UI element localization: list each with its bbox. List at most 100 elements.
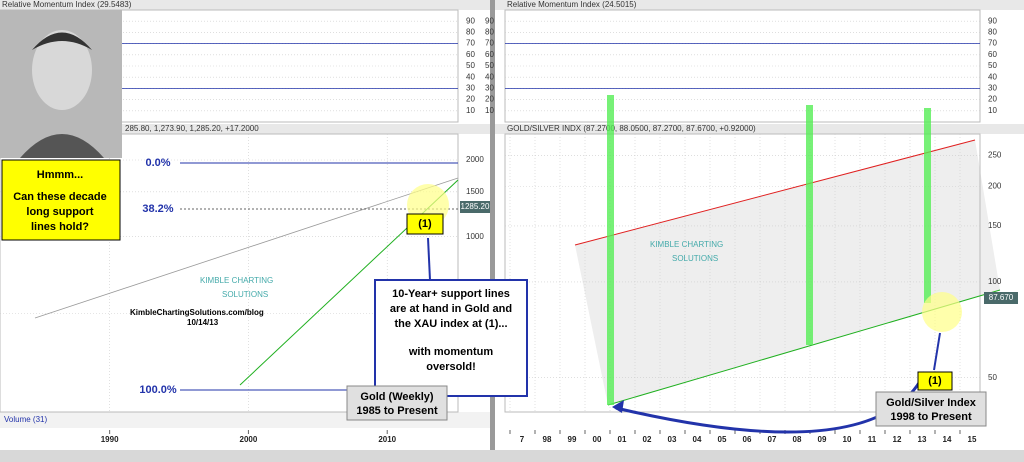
x-tick-label: 10 (843, 435, 852, 444)
y-tick-label: 50 (485, 61, 494, 70)
last-value-box (984, 292, 1018, 304)
highlight-bar (924, 108, 931, 303)
x-tick-label: 12 (893, 435, 902, 444)
annotation: lines hold? (31, 221, 89, 233)
plot-frame (0, 133, 459, 413)
question-box (1, 159, 121, 241)
x-tick-label: 07 (768, 435, 777, 444)
y-tick-label: 70 (988, 39, 997, 48)
x-tick-label: 2000 (240, 435, 258, 444)
arrow-head (612, 400, 624, 413)
x-tick-label: 98 (543, 435, 552, 444)
channel-shade (575, 140, 1000, 405)
annotation: (1) (928, 375, 942, 387)
y-tick-label: 30 (485, 84, 494, 93)
y-tick-label: 30 (988, 84, 997, 93)
x-tick-label: 14 (943, 435, 952, 444)
panel-title: 285.80, 1,273.90, 1,285.20, +17.2000 (125, 124, 259, 133)
watermark: SOLUTIONS (222, 290, 268, 299)
plot-frame (504, 133, 981, 413)
callout-box (374, 279, 528, 397)
x-tick-label: 2010 (378, 435, 396, 444)
fib-label: 0.0% (145, 157, 170, 169)
header-strip (0, 124, 490, 134)
y-tick-label: 60 (988, 50, 997, 59)
plots: Relative Momentum Index (29.5483) 10 20 30 4… (0, 0, 1002, 444)
x-tick-label: 05 (718, 435, 727, 444)
annotation: Can these decade (13, 191, 107, 203)
x-tick-label: 04 (693, 435, 702, 444)
y-tick-label: 50 (988, 373, 997, 382)
panel-divider (490, 0, 495, 462)
x-tick-label: 02 (643, 435, 652, 444)
annotation: the XAU index at (1)... (394, 318, 507, 330)
y-tick-label: 10 (485, 106, 494, 115)
header-strip (0, 0, 490, 10)
annotation: oversold! (426, 361, 476, 373)
y-tick-label: 250 (988, 151, 1002, 160)
photo-face (32, 30, 92, 110)
y-tick-label: 90 (466, 16, 475, 25)
y-tick-label: 10 (988, 106, 997, 115)
watermark: KIMBLE CHARTING (650, 240, 723, 249)
y-tick-label: 70 (485, 39, 494, 48)
x-tick-label: 11 (868, 435, 877, 444)
y-tick-label: 60 (485, 50, 494, 59)
x-tick-label: 99 (568, 435, 577, 444)
x-tick-label: 15 (968, 435, 977, 444)
arrow (427, 237, 431, 281)
annotation: Gold (Weekly) (360, 391, 433, 403)
y-tick-label: 20 (485, 95, 494, 104)
panel-title: GOLD/SILVER INDX (87.2700, 88.0500, 87.2… (507, 124, 756, 133)
watermark: KIMBLE CHARTING (200, 276, 273, 285)
x-tick-label: 03 (668, 435, 677, 444)
last-value-box (460, 201, 490, 213)
trend-line (34, 177, 459, 319)
x-tick-label: 13 (918, 435, 927, 444)
annotation: (1) (418, 218, 432, 230)
annotation: KimbleChartingSolutions.com/blog (130, 308, 264, 317)
volume-label: Volume (31) (4, 415, 47, 424)
x-tick-label: 06 (743, 435, 752, 444)
annotation: Hmmm... (37, 169, 83, 181)
y-tick-label: 90 (485, 16, 494, 25)
photo-body (20, 134, 104, 158)
panel-title: Relative Momentum Index (24.5015) (507, 0, 637, 9)
marker-box (917, 371, 953, 391)
highlight-bar (607, 95, 614, 405)
photo-hair (32, 32, 92, 50)
annotation: 10-Year+ support lines (392, 288, 510, 300)
fib-label: 100.0% (139, 384, 177, 396)
header-strip (495, 124, 1024, 134)
x-tick-label: 7 (520, 435, 525, 444)
y-tick-label: 90 (988, 16, 997, 25)
last-value: 87.670 (989, 293, 1014, 302)
channel-top (574, 139, 976, 246)
annotation: Gold/Silver Index (886, 397, 977, 409)
y-tick-label: 30 (466, 84, 475, 93)
x-tick-label: 1990 (101, 435, 119, 444)
last-value: 1285.20 (461, 202, 490, 211)
label-box (346, 385, 448, 421)
panel-title: Relative Momentum Index (29.5483) (2, 0, 132, 9)
watermark: SOLUTIONS (672, 254, 718, 263)
y-tick-label: 100 (988, 277, 1002, 286)
x-tick-label: 00 (593, 435, 602, 444)
y-tick-label: 2000 (466, 155, 484, 164)
annotation: long support (26, 206, 94, 218)
y-tick-label: 20 (988, 95, 997, 104)
y-tick-label: 70 (466, 39, 475, 48)
y-tick-label: 40 (485, 72, 494, 81)
y-tick-label: 80 (988, 28, 997, 37)
marker-box (406, 213, 444, 235)
y-tick-label: 150 (988, 221, 1002, 230)
y-tick-label: 50 (988, 61, 997, 70)
y-tick-label: 40 (466, 72, 475, 81)
annotation: 1998 to Present (890, 411, 972, 423)
x-tick-label: 08 (793, 435, 802, 444)
x-tick-label: 09 (818, 435, 827, 444)
toolbar (0, 450, 1024, 462)
highlight-circle (922, 292, 962, 332)
annotation: 10/14/13 (187, 318, 219, 327)
